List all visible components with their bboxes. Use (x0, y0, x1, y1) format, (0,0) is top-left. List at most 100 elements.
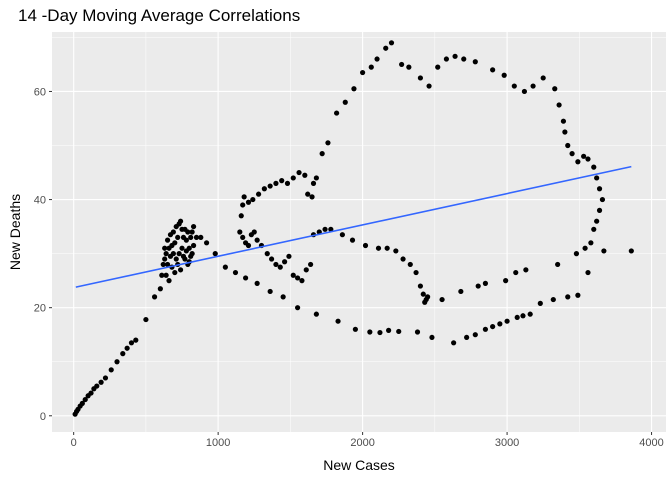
data-point (193, 234, 200, 241)
data-point (254, 237, 260, 243)
data-point (241, 194, 247, 200)
data-point (377, 329, 383, 336)
data-point (280, 294, 286, 300)
data-point (102, 375, 109, 381)
data-point (599, 196, 606, 203)
data-point (232, 269, 239, 276)
data-point (159, 272, 165, 278)
data-point (527, 311, 533, 317)
data-point (242, 275, 249, 281)
data-point (166, 278, 172, 284)
data-point (581, 153, 587, 159)
data-point (190, 242, 197, 249)
data-point (279, 178, 285, 184)
data-point (396, 328, 402, 335)
data-point (472, 332, 478, 338)
data-point (98, 379, 104, 385)
data-point (384, 245, 390, 251)
data-point (173, 256, 179, 262)
data-point (198, 234, 204, 241)
data-point (575, 292, 581, 298)
data-point (237, 229, 243, 235)
data-point (585, 269, 591, 276)
data-point (482, 326, 489, 332)
data-point (305, 191, 311, 197)
x-tick-label: 1000 (206, 437, 230, 449)
data-point (530, 83, 536, 89)
y-axis: 0 20 40 60 (34, 86, 52, 423)
data-point (383, 45, 389, 51)
data-point (290, 272, 296, 278)
data-point (475, 283, 481, 289)
data-point (573, 251, 580, 257)
data-point (284, 180, 291, 186)
data-point (596, 186, 603, 192)
data-point (163, 251, 169, 257)
data-point (443, 56, 450, 62)
grid-major (52, 32, 666, 432)
data-point (374, 56, 380, 62)
data-point (267, 288, 273, 295)
data-point (464, 334, 470, 341)
y-tick-label: 60 (34, 86, 46, 98)
data-point (513, 269, 519, 276)
data-point (575, 159, 581, 165)
data-point (328, 226, 334, 232)
data-point (594, 175, 600, 181)
data-point (414, 329, 421, 335)
data-point (308, 261, 314, 268)
data-point (514, 314, 520, 321)
data-point (540, 75, 546, 81)
data-point (375, 245, 382, 251)
data-point (425, 294, 431, 300)
data-point (255, 191, 262, 197)
data-point (151, 294, 158, 300)
data-point (273, 180, 279, 186)
data-point (407, 261, 413, 268)
data-point (290, 175, 296, 181)
data-point (349, 237, 356, 243)
data-point (367, 329, 373, 335)
data-point (212, 251, 218, 257)
data-point (240, 234, 246, 241)
data-point (177, 267, 184, 273)
x-axis-title: New Cases (323, 457, 395, 473)
data-point (582, 245, 588, 251)
data-point (250, 196, 256, 203)
data-point (472, 59, 478, 65)
data-point (334, 110, 340, 116)
data-point (569, 151, 575, 157)
data-point (164, 261, 171, 268)
data-point (591, 164, 597, 170)
data-point (264, 251, 270, 257)
data-point (555, 261, 561, 268)
data-point (175, 234, 181, 241)
x-tick-label: 2000 (350, 437, 374, 449)
x-tick-label: 3000 (495, 437, 519, 449)
data-point (277, 264, 283, 270)
y-tick-label: 0 (40, 411, 46, 423)
data-point (537, 300, 543, 306)
data-point (79, 400, 85, 406)
data-point (461, 56, 467, 62)
data-point (352, 326, 358, 332)
data-point (560, 118, 567, 124)
data-point (497, 321, 503, 327)
data-point (238, 213, 244, 219)
y-tick-label: 20 (34, 303, 46, 315)
data-point (368, 64, 374, 70)
data-point (177, 218, 184, 224)
data-point (439, 296, 445, 303)
data-point (351, 86, 357, 92)
data-point (562, 129, 568, 135)
data-point (451, 340, 457, 346)
data-point (310, 180, 317, 186)
data-point (176, 251, 182, 257)
data-point (429, 334, 435, 341)
data-point (160, 261, 166, 268)
data-point (182, 256, 188, 262)
data-point (501, 72, 507, 78)
data-point (240, 202, 246, 208)
data-point (628, 248, 634, 254)
data-point (594, 218, 600, 224)
